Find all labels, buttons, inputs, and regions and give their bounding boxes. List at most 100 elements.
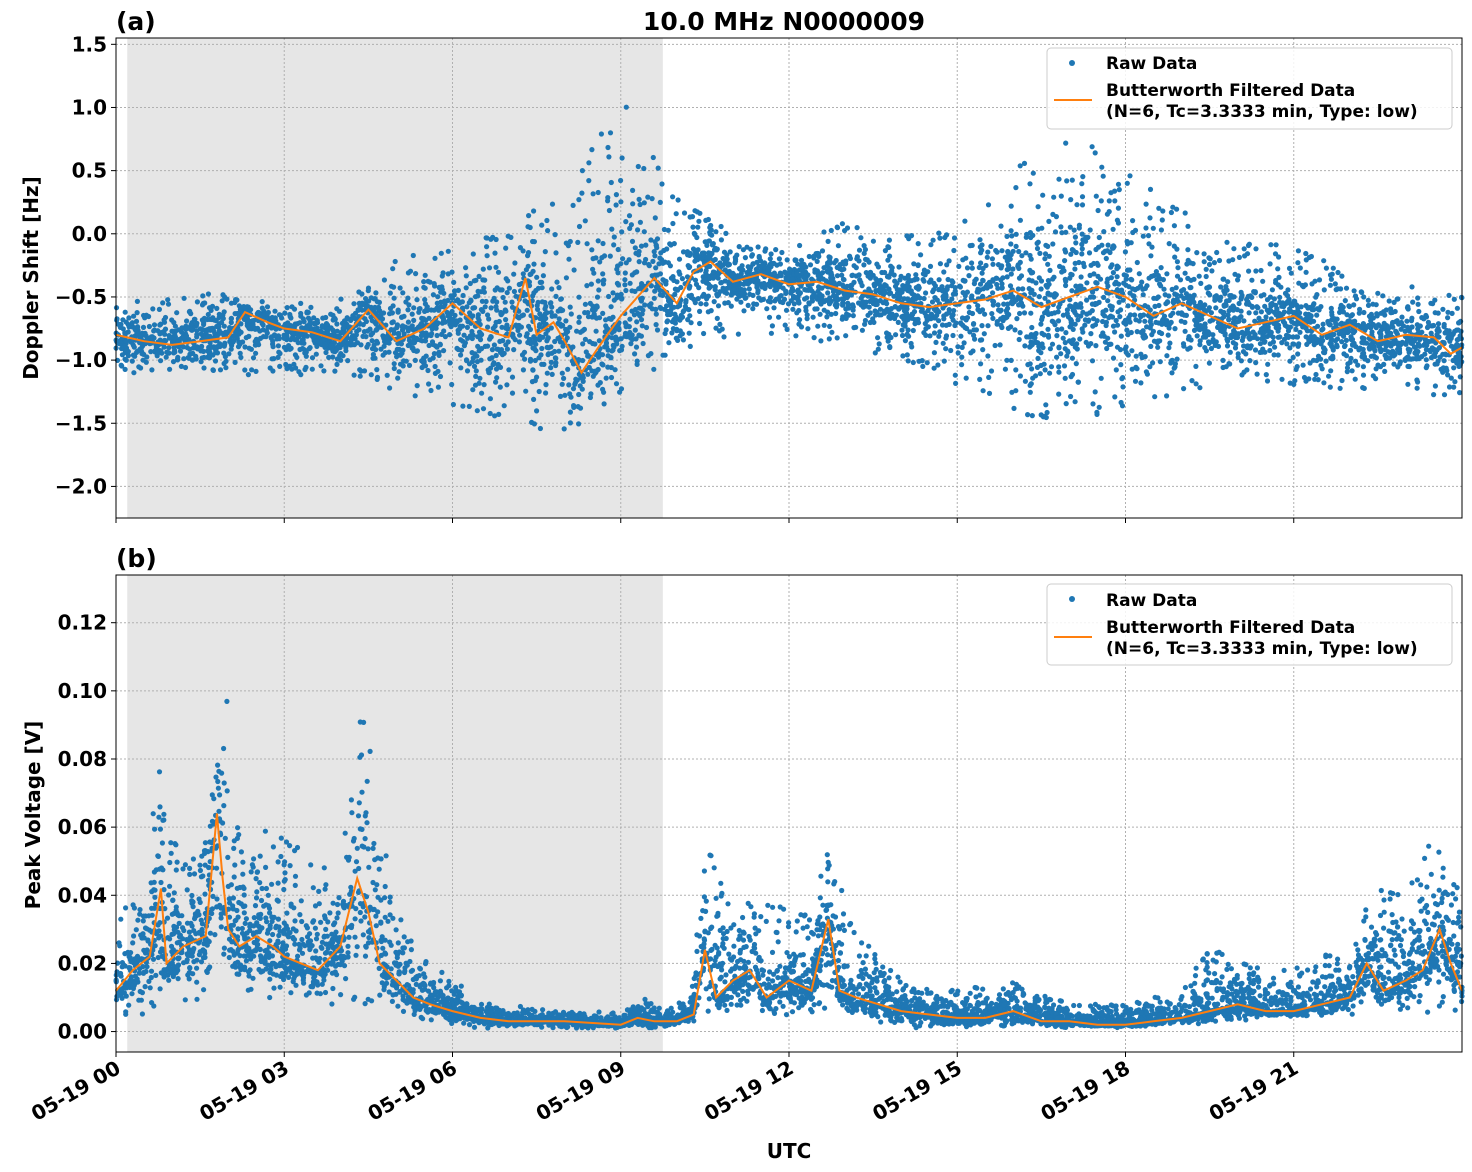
raw-data-point	[803, 272, 809, 278]
raw-data-point	[205, 311, 211, 318]
raw-data-point	[345, 358, 351, 364]
raw-data-point	[1029, 324, 1035, 331]
raw-data-point	[1124, 180, 1130, 186]
raw-data-point	[1174, 259, 1180, 265]
raw-data-point	[1399, 314, 1405, 320]
raw-data-point	[479, 298, 485, 304]
raw-data-point	[1327, 272, 1334, 278]
raw-data-point	[1090, 289, 1096, 295]
raw-data-point	[1017, 330, 1023, 336]
raw-data-point	[615, 246, 621, 253]
raw-data-point	[742, 295, 748, 301]
raw-data-point	[1225, 279, 1231, 285]
raw-data-point	[1094, 409, 1100, 415]
raw-data-point	[567, 420, 574, 426]
raw-data-point	[851, 325, 857, 331]
raw-data-point	[421, 316, 427, 322]
raw-data-point	[862, 317, 869, 324]
raw-data-point	[936, 277, 942, 283]
raw-data-point	[904, 331, 910, 337]
raw-data-point	[435, 320, 441, 326]
raw-data-point	[477, 375, 483, 381]
raw-data-point	[1130, 293, 1136, 299]
raw-data-point	[1105, 298, 1111, 304]
raw-data-point	[819, 248, 826, 254]
raw-data-point	[962, 315, 969, 322]
raw-data-point	[1115, 220, 1121, 226]
raw-data-point	[1244, 251, 1251, 257]
raw-data-point	[1174, 246, 1180, 252]
raw-data-point	[576, 314, 582, 320]
raw-data-point	[924, 360, 930, 366]
raw-data-point	[384, 372, 390, 378]
raw-data-point	[1008, 271, 1014, 277]
raw-data-point	[374, 367, 380, 373]
raw-data-point	[805, 326, 811, 332]
raw-data-point	[1351, 340, 1357, 346]
raw-data-point	[1431, 322, 1437, 329]
raw-data-point	[1017, 310, 1023, 317]
raw-data-point	[1042, 251, 1049, 257]
raw-data-point	[653, 284, 660, 290]
raw-data-point	[939, 284, 945, 290]
raw-data-point	[1072, 321, 1078, 327]
raw-data-point	[952, 291, 959, 297]
raw-data-point	[1107, 249, 1113, 256]
raw-data-point	[257, 335, 264, 341]
raw-data-point	[1351, 288, 1357, 294]
raw-data-point	[632, 351, 638, 357]
raw-data-point	[798, 324, 805, 330]
raw-data-point	[1430, 301, 1436, 307]
raw-data-point	[1339, 377, 1345, 384]
raw-data-point	[1405, 306, 1411, 312]
raw-data-point	[1160, 208, 1166, 214]
raw-data-point	[445, 271, 451, 277]
raw-data-point	[804, 316, 810, 322]
raw-data-point	[1079, 202, 1086, 208]
raw-data-point	[796, 307, 802, 314]
raw-data-point	[1451, 384, 1457, 390]
raw-data-point	[992, 342, 998, 349]
raw-data-point	[165, 350, 171, 356]
raw-data-point	[648, 237, 654, 243]
raw-data-point	[643, 242, 649, 248]
raw-data-point	[1415, 348, 1421, 355]
raw-data-point	[1136, 271, 1142, 277]
raw-data-point	[949, 278, 955, 284]
raw-data-point	[617, 336, 624, 342]
raw-data-point	[746, 286, 752, 292]
raw-data-point	[1327, 282, 1333, 288]
raw-data-point	[1340, 309, 1346, 315]
raw-data-point	[1019, 253, 1025, 259]
raw-data-point	[990, 261, 996, 267]
raw-data-point	[638, 243, 645, 249]
raw-data-point	[1251, 289, 1257, 295]
raw-data-point	[509, 299, 515, 305]
raw-data-point	[1212, 294, 1219, 301]
raw-data-point	[910, 359, 916, 366]
raw-data-point	[630, 201, 636, 207]
raw-data-point	[129, 339, 135, 345]
raw-data-point	[567, 324, 573, 330]
raw-data-point	[967, 243, 973, 249]
raw-data-point	[340, 325, 347, 331]
raw-data-point	[1377, 330, 1383, 336]
raw-data-point	[746, 268, 752, 274]
raw-data-point	[1040, 192, 1046, 198]
raw-data-point	[634, 358, 640, 364]
raw-data-point	[122, 356, 128, 362]
raw-data-point	[1201, 251, 1207, 257]
raw-data-point	[1153, 319, 1159, 325]
raw-data-point	[1275, 334, 1281, 340]
raw-data-point	[652, 215, 658, 221]
raw-data-point	[1301, 374, 1308, 381]
raw-data-point	[238, 329, 244, 335]
raw-data-point	[482, 304, 488, 310]
raw-data-point	[1297, 265, 1303, 271]
raw-data-point	[982, 311, 988, 317]
raw-data-point	[464, 358, 470, 364]
raw-data-point	[1428, 330, 1434, 336]
raw-data-point	[1016, 275, 1023, 281]
raw-data-point	[1187, 285, 1193, 291]
raw-data-point	[1078, 274, 1084, 280]
